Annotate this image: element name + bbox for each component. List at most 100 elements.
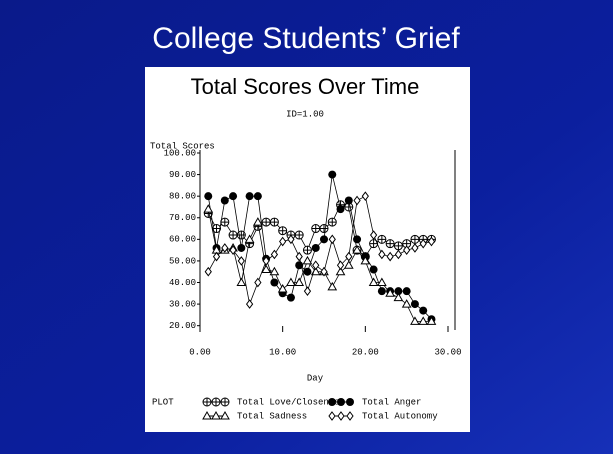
x-tick-label: 30.00 bbox=[434, 347, 461, 357]
marker bbox=[203, 204, 214, 213]
marker bbox=[352, 245, 362, 254]
y-tick-label: 80.00 bbox=[169, 192, 196, 202]
marker bbox=[270, 278, 279, 287]
marker bbox=[361, 191, 369, 202]
marker bbox=[311, 243, 320, 252]
marker bbox=[269, 217, 279, 227]
marker bbox=[211, 397, 221, 407]
x-tick-label: 20.00 bbox=[352, 347, 379, 357]
y-tick-label: 20.00 bbox=[169, 321, 196, 331]
marker bbox=[261, 217, 271, 227]
marker bbox=[377, 277, 387, 287]
marker bbox=[419, 238, 427, 249]
marker bbox=[418, 316, 429, 325]
marker bbox=[202, 397, 212, 407]
marker bbox=[369, 265, 378, 274]
marker bbox=[385, 239, 395, 249]
marker bbox=[377, 234, 387, 244]
marker bbox=[236, 277, 247, 287]
legend-label: Total Sadness bbox=[237, 411, 307, 421]
marker bbox=[410, 234, 420, 244]
marker bbox=[295, 251, 303, 262]
y-tick-label: 40.00 bbox=[169, 278, 196, 288]
marker bbox=[346, 398, 354, 406]
legend-label: Total Anger bbox=[362, 397, 421, 407]
y-tick-label: 60.00 bbox=[169, 235, 196, 245]
series-line bbox=[207, 174, 432, 320]
marker bbox=[237, 256, 245, 266]
marker bbox=[294, 277, 305, 287]
marker bbox=[202, 410, 212, 420]
marker bbox=[221, 243, 229, 253]
marker bbox=[319, 224, 329, 234]
y-tick-label: 70.00 bbox=[169, 213, 196, 223]
marker bbox=[419, 306, 428, 315]
marker bbox=[402, 287, 411, 296]
marker bbox=[410, 316, 420, 325]
marker bbox=[287, 234, 295, 245]
marker bbox=[336, 205, 345, 214]
marker bbox=[346, 411, 354, 421]
marker bbox=[220, 410, 230, 420]
marker bbox=[378, 249, 386, 260]
marker bbox=[337, 411, 345, 421]
marker bbox=[320, 235, 328, 244]
marker bbox=[393, 241, 403, 251]
marker bbox=[345, 251, 353, 262]
marker bbox=[328, 411, 336, 421]
marker bbox=[254, 277, 262, 288]
marker bbox=[303, 267, 312, 276]
marker bbox=[401, 299, 412, 308]
marker bbox=[368, 277, 379, 287]
marker bbox=[427, 236, 436, 247]
marker bbox=[302, 245, 312, 255]
marker bbox=[344, 196, 353, 205]
marker bbox=[279, 236, 287, 247]
marker bbox=[295, 261, 304, 270]
marker bbox=[278, 226, 288, 236]
marker bbox=[228, 230, 238, 240]
marker bbox=[311, 224, 321, 234]
marker bbox=[253, 217, 263, 226]
marker bbox=[229, 192, 238, 201]
marker bbox=[294, 230, 304, 240]
marker bbox=[212, 224, 222, 234]
marker bbox=[385, 288, 395, 297]
slide-title: College Students’ Grief bbox=[152, 22, 460, 55]
marker bbox=[229, 245, 237, 255]
marker bbox=[369, 230, 378, 240]
marker bbox=[410, 300, 419, 309]
marker bbox=[244, 234, 255, 243]
marker bbox=[262, 256, 270, 266]
y-tick-label: 30.00 bbox=[169, 299, 196, 309]
chart-title: Total Scores Over Time bbox=[191, 74, 420, 99]
marker bbox=[386, 251, 394, 262]
marker bbox=[220, 397, 230, 407]
marker bbox=[393, 292, 404, 302]
chart-subtitle: ID=1.00 bbox=[286, 109, 324, 119]
marker bbox=[220, 196, 229, 205]
marker bbox=[320, 266, 328, 277]
marker bbox=[204, 266, 212, 277]
marker bbox=[426, 316, 437, 325]
marker bbox=[302, 255, 313, 265]
marker bbox=[327, 281, 338, 291]
marker bbox=[237, 243, 246, 252]
series-line bbox=[207, 195, 432, 306]
marker bbox=[269, 266, 280, 276]
legend-label: Total Autonomy bbox=[362, 411, 438, 421]
marker bbox=[261, 264, 271, 274]
marker bbox=[394, 249, 403, 260]
x-axis-label: Day bbox=[307, 373, 324, 383]
marker bbox=[212, 251, 221, 262]
marker bbox=[211, 410, 221, 420]
marker bbox=[245, 192, 254, 201]
marker bbox=[327, 217, 337, 227]
marker bbox=[204, 192, 213, 201]
marker bbox=[377, 287, 386, 296]
marker bbox=[277, 283, 288, 293]
marker bbox=[403, 245, 411, 255]
marker bbox=[253, 192, 262, 201]
y-tick-label: 100.00 bbox=[164, 148, 196, 158]
